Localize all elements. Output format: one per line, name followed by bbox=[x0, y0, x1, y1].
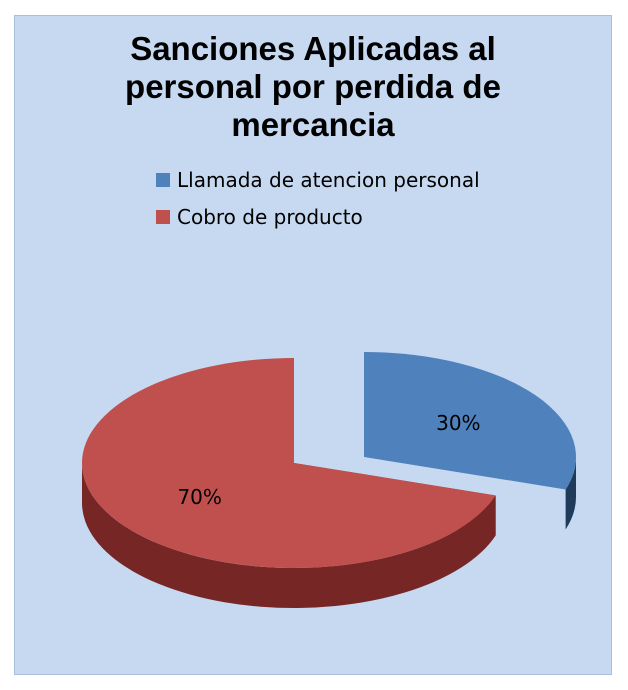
legend-swatch-llamada bbox=[156, 173, 170, 187]
data-label-slice-2: 70% bbox=[177, 485, 221, 509]
pie-chart: 30% 70% bbox=[81, 352, 576, 609]
data-label-slice-1: 30% bbox=[436, 411, 480, 435]
chart-legend: Llamada de atencion personal Cobro de pr… bbox=[156, 166, 480, 240]
pie-slice-1-wall-outer bbox=[565, 457, 576, 530]
chart-title-line-3: mercancia bbox=[231, 106, 395, 143]
chart-title-line-1: Sanciones Aplicadas al bbox=[130, 30, 496, 67]
legend-item-cobro: Cobro de producto bbox=[156, 203, 480, 231]
pie-slice-1 bbox=[364, 352, 576, 490]
chart-area: Sanciones Aplicadas al personal por perd… bbox=[14, 15, 612, 675]
pie-slice-2-wall-outer bbox=[81, 463, 496, 609]
chart-title: Sanciones Aplicadas al personal por perd… bbox=[15, 30, 611, 144]
legend-swatch-cobro bbox=[156, 210, 170, 224]
chart-title-line-2: personal por perdida de bbox=[125, 68, 501, 105]
legend-item-llamada: Llamada de atencion personal bbox=[156, 166, 480, 194]
pie-slice-2 bbox=[82, 358, 496, 568]
legend-label-cobro: Cobro de producto bbox=[177, 205, 363, 229]
legend-label-llamada: Llamada de atencion personal bbox=[177, 168, 480, 192]
